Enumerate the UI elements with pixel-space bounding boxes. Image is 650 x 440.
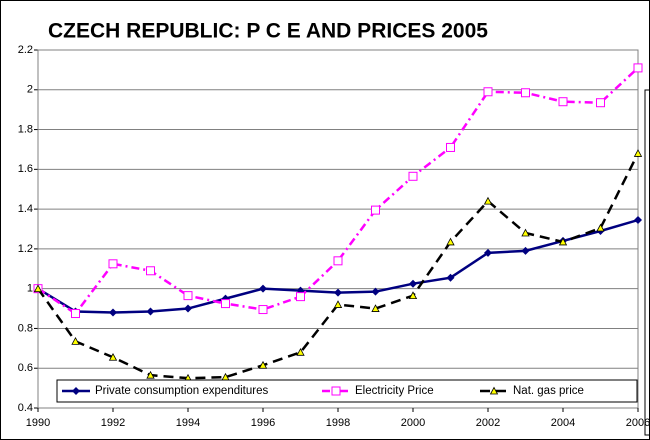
marker — [331, 386, 341, 396]
marker — [596, 223, 605, 232]
y-tick-label: 1.6 — [18, 163, 33, 175]
legend-label: Nat. gas price — [513, 385, 584, 397]
y-tick-label: 1.8 — [18, 123, 33, 135]
x-tick-label: 1994 — [176, 417, 200, 429]
x-tick-label: 1992 — [101, 417, 125, 429]
marker — [184, 304, 192, 313]
marker — [333, 256, 343, 266]
marker — [521, 246, 530, 255]
y-tick-label: 0.4 — [18, 402, 33, 414]
marker — [108, 259, 118, 269]
x-tick-label: 2004 — [551, 417, 575, 429]
series-line — [37, 66, 639, 316]
marker — [634, 216, 642, 225]
marker — [371, 287, 380, 296]
chart-title: CZECH REPUBLIC: P C E AND PRICES 2005 — [48, 20, 488, 43]
marker — [558, 237, 568, 246]
marker — [446, 273, 455, 282]
marker — [258, 305, 268, 315]
marker — [633, 149, 643, 157]
marker — [558, 97, 568, 107]
marker — [408, 291, 418, 300]
marker — [446, 142, 455, 152]
marker — [146, 307, 155, 316]
marker — [483, 87, 493, 97]
side-frame — [644, 89, 650, 436]
marker — [296, 292, 305, 302]
marker — [371, 304, 380, 312]
y-tick-label: 1.2 — [18, 243, 33, 255]
marker — [489, 386, 499, 395]
y-tick-label: 2 — [27, 84, 33, 96]
marker — [146, 370, 155, 379]
x-tick-label: 1990 — [26, 417, 50, 429]
marker — [259, 284, 267, 293]
marker — [258, 360, 268, 369]
marker — [71, 309, 80, 319]
marker — [183, 291, 193, 301]
marker — [596, 98, 605, 108]
marker — [71, 337, 80, 345]
marker — [109, 308, 117, 317]
y-tick-label: 2.2 — [18, 44, 33, 56]
x-tick-label: 2002 — [476, 417, 500, 429]
marker — [108, 352, 118, 361]
marker — [72, 387, 80, 395]
legend-label: Electricity Price — [355, 385, 434, 397]
marker — [296, 347, 305, 356]
legend-label: Private consumption expenditures — [95, 385, 268, 397]
legend: Private consumption expenditures Electric… — [56, 379, 638, 403]
marker — [33, 284, 43, 293]
y-tick-label: 0.6 — [18, 362, 33, 374]
marker — [633, 63, 643, 73]
x-tick-label: 1996 — [251, 417, 275, 429]
marker — [521, 228, 530, 237]
y-tick-label: 1.4 — [18, 203, 33, 215]
marker — [446, 237, 455, 246]
marker — [221, 299, 230, 309]
x-tick-label: 2000 — [401, 417, 425, 429]
marker — [409, 279, 417, 288]
marker — [484, 248, 492, 257]
x-tick-label: 2006 — [626, 417, 650, 429]
marker — [408, 171, 418, 181]
x-tick-label: 1998 — [326, 417, 350, 429]
marker — [146, 266, 155, 276]
y-tick-label: 1 — [27, 283, 33, 295]
marker — [334, 288, 342, 297]
y-tick-label: 0.8 — [18, 322, 33, 334]
marker — [483, 196, 493, 205]
marker — [371, 205, 380, 215]
marker — [521, 88, 530, 98]
marker — [333, 300, 343, 308]
